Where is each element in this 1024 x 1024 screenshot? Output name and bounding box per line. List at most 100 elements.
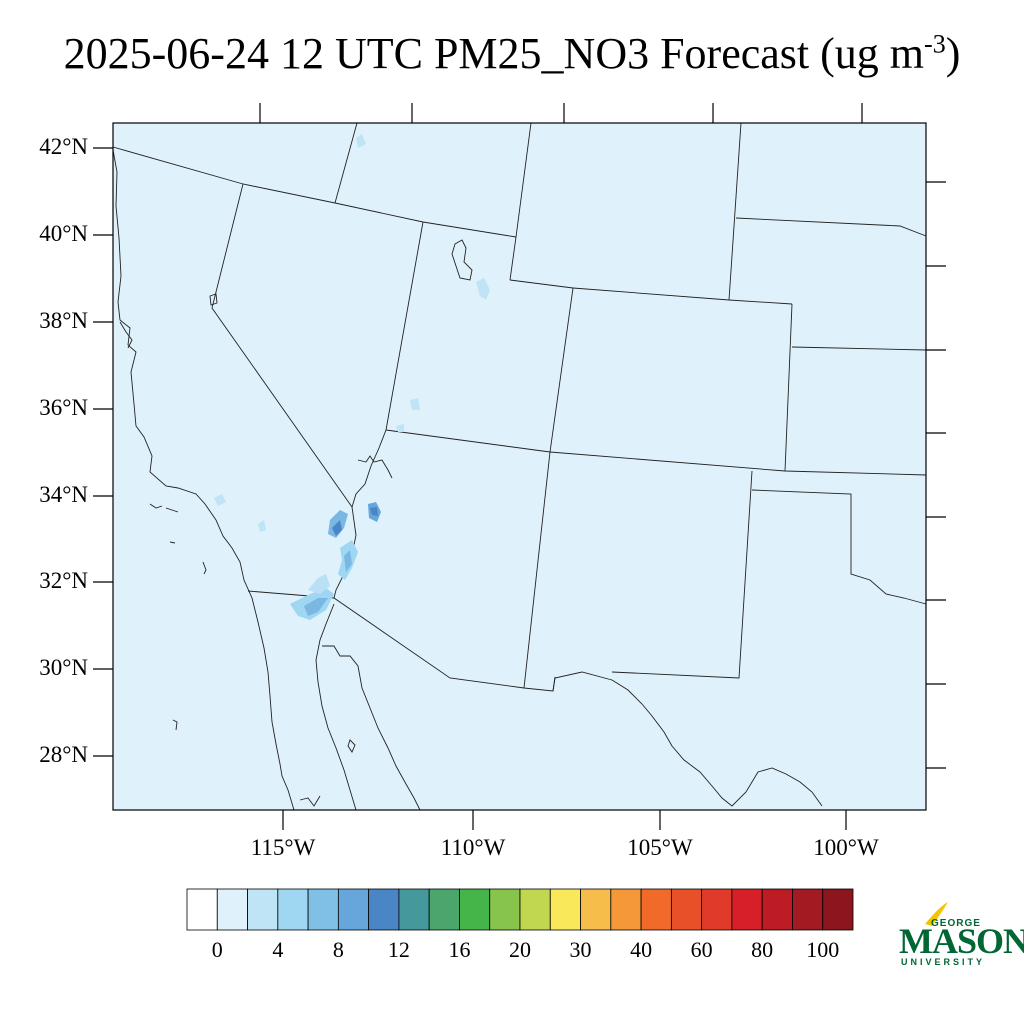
axis-ticks: [93, 103, 946, 830]
logo-bottom-text: UNIVERSITY: [901, 957, 986, 967]
baja-island: [347, 739, 356, 753]
boundaries: [112, 122, 927, 811]
hotspot-phoenix-core: [370, 507, 378, 516]
colorbar-box: [549, 888, 581, 931]
border-co-west: [549, 287, 574, 453]
colorbar-label: 100: [806, 937, 840, 962]
hotspot-imperial-valley: [308, 574, 330, 594]
lat-label: 38°N: [39, 308, 88, 333]
logo-main-text: MASON: [899, 921, 1024, 961]
colorbar-label: 12: [387, 937, 410, 962]
border-az-nm: [523, 451, 551, 689]
lake-mead: [357, 455, 393, 479]
colorbar-label: 8: [332, 937, 344, 962]
map-fill: [113, 123, 926, 810]
colorbar-label: 20: [509, 937, 531, 962]
border-wy-west: [509, 236, 517, 281]
colorbar-box: [670, 888, 703, 931]
lat-label: 36°N: [39, 395, 88, 420]
channel-island: [149, 503, 163, 509]
colorbar-label: 16: [448, 937, 471, 962]
lat-label: 40°N: [39, 221, 88, 246]
hotspot-utah-sw: [396, 424, 404, 432]
map-frame: [112, 122, 927, 811]
logo-top-text: GEORGE: [931, 918, 981, 929]
lon-label: 115°W: [250, 835, 316, 860]
colorbar-box: [277, 888, 309, 931]
lat-label: 42°N: [39, 134, 88, 159]
hotspot-mexicali-core: [304, 598, 328, 616]
hotspot-socal: [214, 494, 226, 506]
lat-label: 34°N: [39, 482, 88, 507]
channel-island: [169, 541, 176, 544]
border-ca-nv: [211, 183, 353, 508]
colorbar-box: [822, 888, 854, 931]
colorbar-box: [247, 888, 279, 931]
border-az-ut: [385, 429, 927, 476]
lon-label: 105°W: [627, 835, 693, 860]
border-wy-ne: [728, 122, 742, 301]
hotspot-blythe-core: [332, 520, 342, 536]
texas-gulf-coast: [611, 679, 823, 807]
baja-peninsula-tip: [299, 795, 321, 807]
colorbar-box: [428, 888, 460, 931]
colorbar-box: [186, 888, 218, 931]
colorbar-box: [580, 888, 612, 931]
colorbar-box: [701, 888, 733, 931]
border-colorado-river: [351, 429, 387, 508]
border-us-mexico: [247, 590, 613, 692]
border-id-mt: [334, 122, 358, 204]
border-nv-ut: [385, 221, 424, 431]
lat-label: 32°N: [39, 568, 88, 593]
lon-label: 110°W: [440, 835, 506, 860]
colorbar-label: 40: [630, 937, 653, 962]
hotspot-idaho: [356, 134, 366, 148]
border-ok-panhandle: [751, 489, 927, 605]
colorbar: [186, 888, 854, 931]
channel-island: [202, 561, 207, 575]
colorbar-box: [792, 888, 824, 931]
lon-label: 100°W: [813, 835, 879, 860]
colorbar-box: [731, 888, 763, 931]
great-salt-lake: [451, 239, 473, 281]
colorbar-label: 60: [690, 937, 713, 962]
colorbar-box: [610, 888, 642, 931]
pacific-island: [172, 719, 178, 731]
hotspot-socal-east: [258, 520, 266, 532]
colorbar-label: 80: [751, 937, 774, 962]
colorbar-box: [398, 888, 430, 931]
hotspot-colorado-river-core: [344, 550, 352, 572]
border-nm-tx: [611, 470, 753, 679]
baja-east-coast: [315, 603, 357, 811]
border-sd-ne: [735, 217, 927, 237]
colorbar-box: [489, 888, 521, 931]
colorbar-box: [337, 888, 370, 931]
colorbar-label: 4: [272, 937, 284, 962]
map-title: 2025-06-24 12 UTC PM25_NO3 Forecast (ug …: [63, 29, 961, 78]
logo-swoosh: [925, 902, 948, 926]
border-ut-wy: [515, 122, 532, 238]
channel-island: [165, 507, 179, 513]
lake-tahoe: [209, 293, 218, 306]
concentration-hotspots: [214, 134, 490, 620]
border-texas-nm-west: [552, 676, 556, 692]
hotspot-utah-south: [410, 398, 420, 410]
colorbar-box: [640, 888, 672, 931]
mainland-mexico-coast: [322, 645, 421, 811]
gmu-logo: GEORGE MASON UNIVERSITY: [895, 898, 1024, 978]
colorbar-box: [368, 888, 400, 931]
colorbar-box: [216, 888, 248, 931]
hotspot-salt-lake: [476, 278, 490, 300]
lat-label: 28°N: [39, 742, 88, 767]
colorbar-label: 0: [211, 937, 223, 962]
colorbar-label: 30: [569, 937, 592, 962]
border-co-ks: [784, 303, 793, 472]
colorbar-box: [519, 888, 551, 931]
colorbar-box: [307, 888, 339, 931]
map-layer: [93, 103, 946, 830]
border-ut-co: [509, 279, 574, 289]
colorbar-box: [761, 888, 793, 931]
lat-label: 30°N: [39, 655, 88, 680]
west-coastline: [112, 149, 295, 811]
